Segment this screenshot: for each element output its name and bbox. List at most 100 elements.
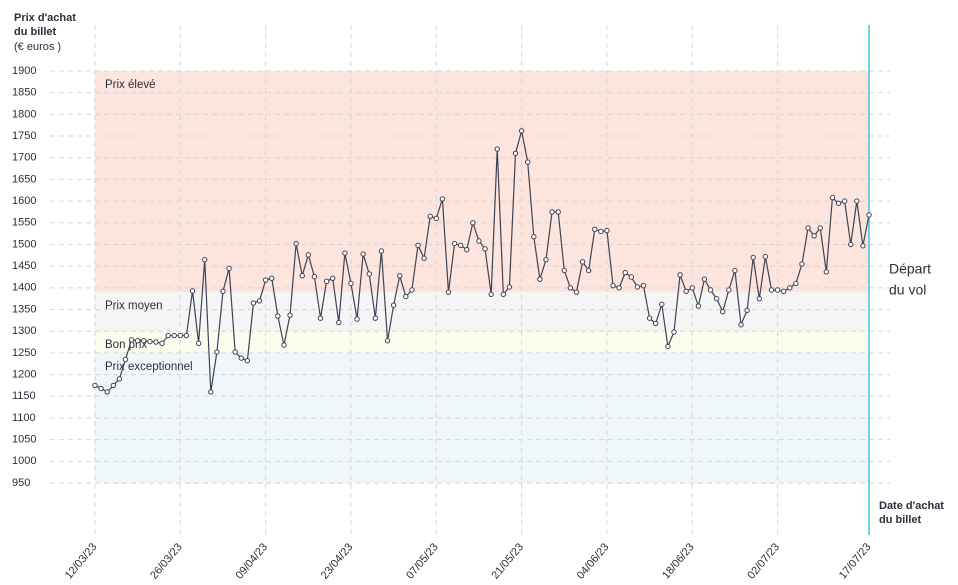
price-point bbox=[275, 313, 281, 319]
y-tick-label: 1650 bbox=[12, 173, 36, 185]
price-point bbox=[116, 376, 123, 382]
price-point bbox=[695, 303, 702, 309]
price-point bbox=[793, 280, 799, 287]
x-axis-title: Date d'achat bbox=[879, 500, 944, 512]
price-point bbox=[860, 243, 866, 249]
y-tick-label: 1800 bbox=[12, 108, 36, 120]
price-point bbox=[372, 315, 379, 321]
departure-label: du vol bbox=[889, 282, 926, 298]
price-point bbox=[555, 209, 561, 215]
price-point bbox=[652, 320, 659, 327]
price-point bbox=[403, 293, 409, 300]
band-label: Prix exceptionnel bbox=[105, 361, 193, 373]
price-point bbox=[659, 301, 665, 308]
x-axis-title: du billet bbox=[879, 514, 922, 526]
price-point bbox=[506, 284, 513, 290]
price-point bbox=[634, 284, 641, 290]
price-point bbox=[537, 276, 543, 282]
price-point bbox=[147, 338, 153, 345]
price-point bbox=[128, 337, 135, 343]
x-tick-label: 21/05/23 bbox=[489, 541, 526, 582]
y-tick-label: 1700 bbox=[12, 152, 36, 164]
price-point bbox=[415, 242, 421, 249]
y-axis-unit: (€ euros ) bbox=[14, 41, 61, 53]
price-point bbox=[543, 256, 549, 263]
price-point bbox=[829, 194, 836, 201]
y-tick-label: 1250 bbox=[12, 347, 36, 359]
price-point bbox=[744, 307, 750, 314]
price-point bbox=[598, 228, 604, 235]
price-point bbox=[299, 272, 305, 279]
y-tick-label: 1450 bbox=[12, 260, 36, 272]
y-tick-label: 1500 bbox=[12, 238, 36, 250]
price-point bbox=[628, 274, 635, 280]
price-point bbox=[848, 241, 854, 248]
price-point bbox=[604, 227, 610, 234]
price-point bbox=[238, 355, 244, 361]
y-tick-label: 1350 bbox=[12, 303, 36, 315]
departure-label: Départ bbox=[889, 261, 931, 277]
x-tick-label: 02/07/23 bbox=[745, 541, 782, 582]
price-band bbox=[95, 71, 869, 293]
price-point bbox=[585, 267, 592, 274]
price-point bbox=[616, 285, 622, 291]
price-point bbox=[451, 240, 458, 247]
price-point bbox=[579, 259, 586, 265]
price-point bbox=[683, 288, 689, 295]
price-point bbox=[153, 339, 159, 345]
price-point bbox=[232, 349, 238, 355]
price-point bbox=[348, 280, 354, 287]
price-point bbox=[195, 340, 202, 347]
price-point bbox=[756, 295, 762, 302]
price-point bbox=[421, 255, 427, 262]
price-point bbox=[226, 265, 232, 272]
price-point bbox=[799, 261, 805, 267]
price-point bbox=[726, 287, 732, 293]
price-point bbox=[573, 289, 580, 295]
price-point bbox=[397, 272, 403, 279]
price-point bbox=[305, 252, 312, 258]
price-point bbox=[762, 253, 769, 260]
price-point bbox=[329, 275, 336, 282]
price-point bbox=[433, 215, 439, 222]
price-point bbox=[378, 248, 385, 254]
price-point bbox=[866, 212, 872, 218]
price-point bbox=[713, 295, 720, 302]
price-point bbox=[165, 332, 171, 339]
price-point bbox=[293, 240, 299, 247]
price-line bbox=[94, 130, 870, 393]
price-point bbox=[646, 315, 653, 321]
y-tick-label: 1100 bbox=[12, 412, 36, 424]
price-point bbox=[567, 285, 574, 291]
price-point bbox=[244, 358, 251, 364]
y-tick-label: 1400 bbox=[12, 282, 36, 294]
price-point bbox=[360, 251, 366, 257]
price-point bbox=[689, 285, 695, 291]
price-point bbox=[214, 349, 220, 355]
price-point bbox=[665, 343, 671, 350]
price-point bbox=[177, 332, 184, 339]
price-point bbox=[768, 287, 775, 293]
price-point bbox=[171, 332, 177, 339]
price-point bbox=[189, 288, 196, 294]
price-point bbox=[720, 308, 726, 315]
price-point bbox=[464, 246, 470, 253]
price-point bbox=[811, 233, 817, 239]
price-point bbox=[476, 238, 482, 244]
x-tick-label: 12/03/23 bbox=[63, 541, 100, 582]
x-tick-label: 23/04/23 bbox=[319, 541, 356, 582]
y-tick-label: 1900 bbox=[12, 65, 36, 77]
price-point bbox=[141, 338, 147, 344]
price-point bbox=[750, 254, 756, 261]
price-point bbox=[262, 277, 269, 283]
y-axis-title: Prix d'achat bbox=[14, 12, 76, 24]
price-point bbox=[208, 389, 214, 395]
price-point bbox=[738, 322, 744, 328]
y-axis-title: du billet bbox=[14, 26, 57, 38]
y-tick-label: 1600 bbox=[12, 195, 36, 207]
price-point bbox=[622, 269, 628, 276]
price-point bbox=[439, 196, 446, 202]
price-point bbox=[281, 342, 287, 348]
price-point bbox=[488, 291, 494, 298]
